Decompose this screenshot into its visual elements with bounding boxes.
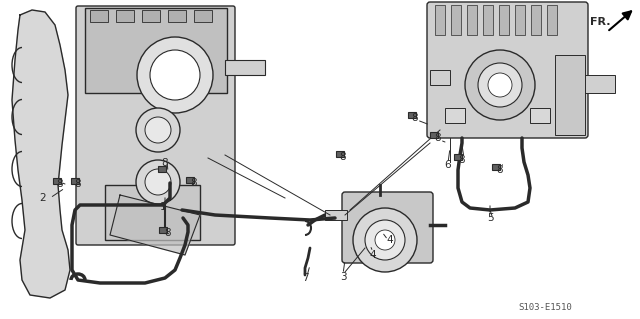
- FancyBboxPatch shape: [427, 2, 588, 138]
- Circle shape: [375, 230, 395, 250]
- Text: 1: 1: [160, 202, 166, 212]
- Bar: [492, 164, 500, 170]
- Bar: [186, 177, 194, 183]
- Bar: [194, 10, 212, 22]
- Bar: [142, 10, 160, 22]
- Bar: [547, 5, 557, 35]
- Text: S103-E1510: S103-E1510: [518, 303, 572, 313]
- Bar: [71, 178, 79, 184]
- Text: 8: 8: [435, 133, 442, 143]
- Bar: [483, 5, 493, 35]
- Text: FR.: FR.: [590, 17, 611, 27]
- Text: 2: 2: [40, 193, 46, 203]
- Text: 8: 8: [162, 158, 168, 168]
- Bar: [575, 75, 615, 93]
- FancyBboxPatch shape: [76, 6, 235, 245]
- Text: 8: 8: [340, 152, 346, 162]
- Text: 8: 8: [191, 178, 197, 188]
- Text: 6: 6: [445, 160, 451, 170]
- Bar: [445, 108, 465, 123]
- Bar: [158, 166, 166, 172]
- Circle shape: [465, 50, 535, 120]
- Bar: [116, 10, 134, 22]
- Bar: [225, 60, 265, 75]
- Text: 3: 3: [340, 272, 346, 282]
- Bar: [467, 5, 477, 35]
- Text: 8: 8: [497, 165, 503, 175]
- Circle shape: [145, 117, 171, 143]
- Circle shape: [353, 208, 417, 272]
- Circle shape: [365, 220, 405, 260]
- Circle shape: [488, 73, 512, 97]
- Circle shape: [150, 50, 200, 100]
- Circle shape: [136, 108, 180, 152]
- Bar: [531, 5, 541, 35]
- Bar: [325, 210, 347, 220]
- Bar: [555, 55, 585, 135]
- Bar: [105, 185, 200, 240]
- Text: 5: 5: [486, 213, 493, 223]
- Bar: [159, 227, 167, 233]
- Circle shape: [478, 63, 522, 107]
- Text: 4: 4: [370, 250, 376, 260]
- Polygon shape: [12, 10, 70, 298]
- Bar: [451, 5, 461, 35]
- Text: 7: 7: [301, 273, 308, 283]
- Circle shape: [136, 160, 180, 204]
- Text: 8: 8: [75, 179, 81, 189]
- Circle shape: [145, 169, 171, 195]
- Bar: [336, 151, 344, 157]
- Bar: [408, 112, 416, 118]
- FancyBboxPatch shape: [342, 192, 433, 263]
- Bar: [530, 108, 550, 123]
- Bar: [435, 5, 445, 35]
- Bar: [53, 178, 61, 184]
- Bar: [499, 5, 509, 35]
- Text: 8: 8: [57, 179, 63, 189]
- Text: 8: 8: [412, 113, 419, 123]
- Text: 8: 8: [164, 228, 172, 238]
- Text: 8: 8: [459, 155, 465, 165]
- Bar: [430, 70, 450, 85]
- Bar: [430, 132, 438, 138]
- Circle shape: [137, 37, 213, 113]
- Bar: [85, 8, 227, 93]
- Bar: [454, 154, 462, 160]
- Text: 4: 4: [387, 235, 394, 245]
- Bar: [515, 5, 525, 35]
- Polygon shape: [110, 195, 200, 255]
- Bar: [90, 10, 108, 22]
- Bar: [168, 10, 186, 22]
